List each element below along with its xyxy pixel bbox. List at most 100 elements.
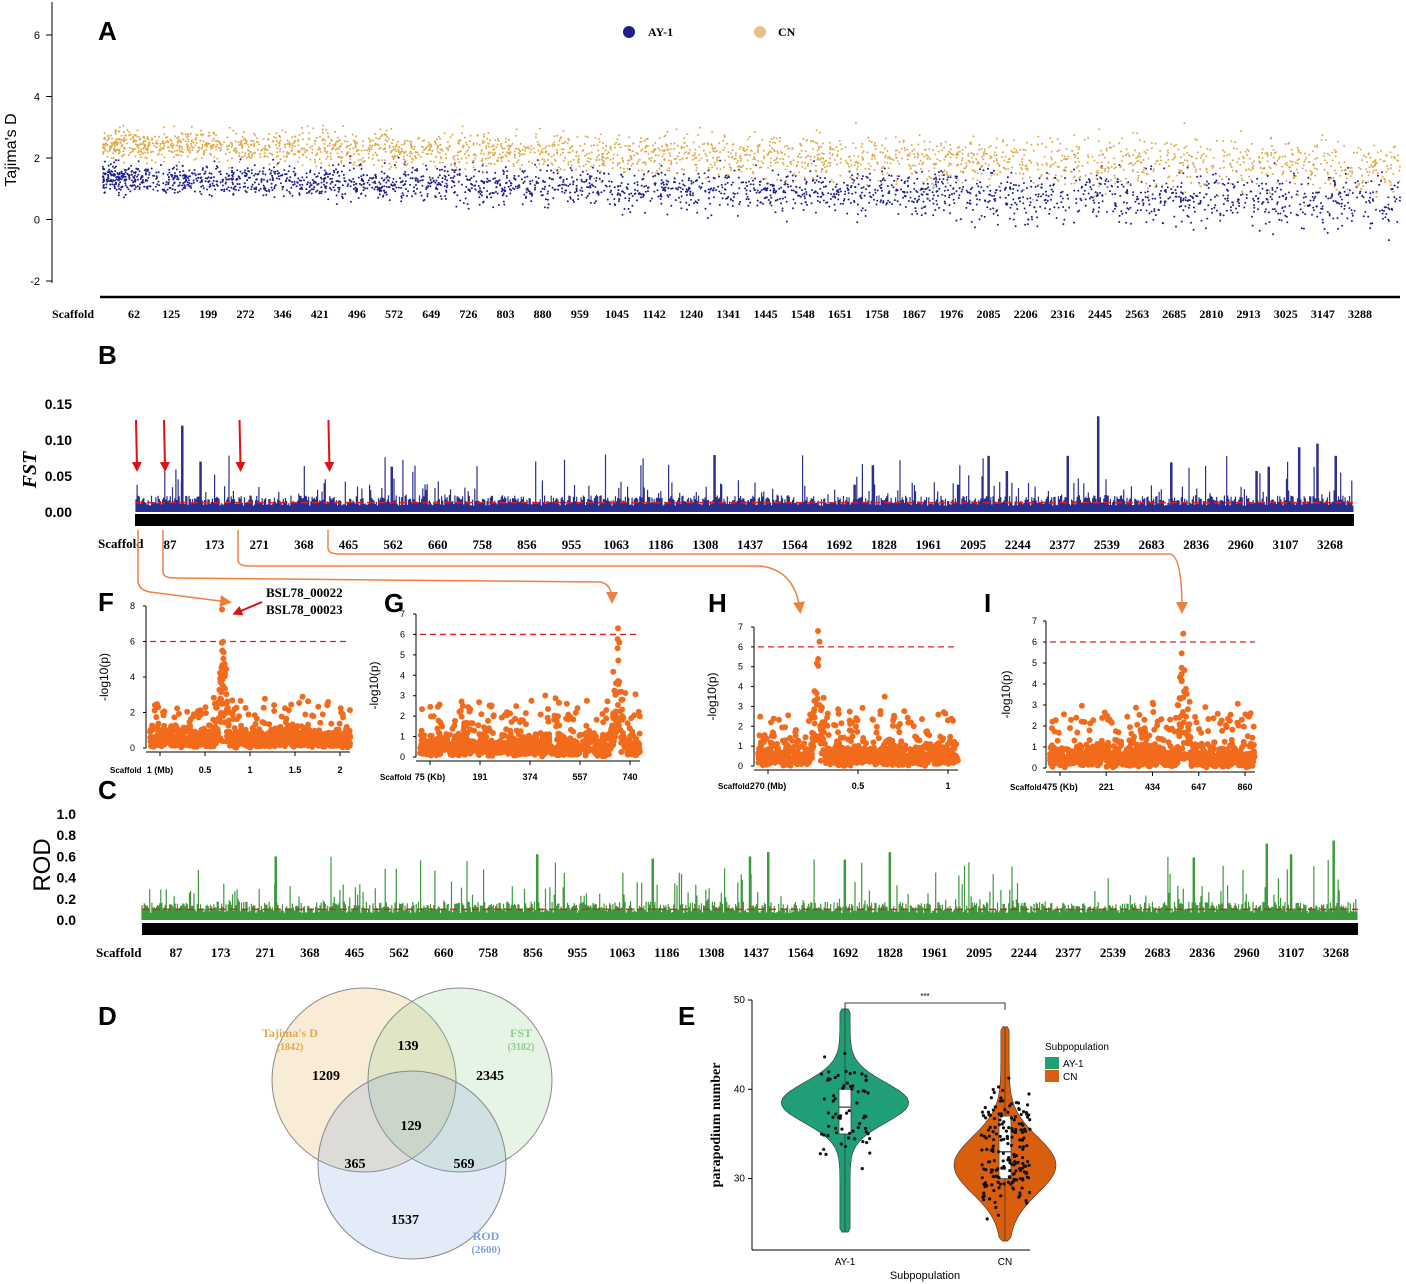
data-point	[666, 130, 669, 133]
data-point	[264, 187, 267, 190]
data-point	[1172, 191, 1175, 194]
data-point	[610, 148, 613, 151]
data-point	[603, 189, 606, 192]
data-point	[1105, 178, 1108, 181]
data-point	[444, 198, 447, 200]
data-point	[1149, 168, 1152, 170]
data-point	[505, 176, 508, 179]
data-point	[906, 154, 909, 157]
data-point	[769, 157, 772, 160]
data-point	[802, 209, 805, 211]
data-point	[746, 145, 749, 148]
data-point	[830, 193, 833, 196]
data-point	[591, 183, 593, 186]
data-point	[545, 145, 548, 148]
data-point	[175, 144, 178, 147]
data-point	[341, 156, 344, 159]
data-point	[596, 156, 599, 159]
data-point	[606, 152, 609, 155]
data-point	[354, 144, 357, 147]
data-point	[624, 144, 627, 147]
data-point	[478, 196, 481, 199]
data-point	[724, 183, 727, 186]
data-point	[879, 201, 882, 203]
data-point	[1274, 190, 1277, 193]
data-point	[102, 152, 105, 155]
data-point	[227, 175, 230, 178]
data-point	[266, 138, 269, 141]
data-point	[781, 161, 784, 164]
data-point	[723, 192, 726, 195]
data-point	[618, 162, 621, 165]
data-point	[804, 156, 807, 159]
data-point	[614, 204, 617, 206]
data-point	[174, 174, 177, 177]
data-point	[904, 149, 906, 152]
data-point	[1173, 215, 1176, 218]
data-point	[778, 140, 781, 143]
data-point	[711, 131, 714, 134]
data-point	[1369, 192, 1372, 195]
data-point	[1155, 183, 1158, 186]
data-point	[982, 189, 985, 192]
data-point	[479, 193, 482, 196]
data-point	[1040, 195, 1042, 198]
data-point	[1006, 161, 1009, 164]
data-point	[1026, 197, 1029, 200]
data-point	[976, 172, 979, 175]
data-point	[432, 160, 435, 163]
data-point	[356, 190, 359, 193]
data-point	[1271, 198, 1273, 201]
data-point	[302, 138, 305, 141]
data-point	[1325, 138, 1327, 141]
data-point	[147, 142, 150, 145]
data-point	[782, 189, 785, 192]
data-point	[372, 181, 375, 184]
data-point	[925, 154, 928, 157]
data-point	[638, 192, 641, 194]
data-point	[1343, 207, 1346, 210]
data-point	[381, 165, 384, 168]
data-point	[128, 131, 131, 134]
data-point	[949, 144, 951, 147]
data-point	[686, 133, 689, 136]
data-point	[885, 202, 888, 205]
data-point	[595, 159, 598, 161]
data-point	[1145, 221, 1148, 224]
data-point	[1320, 162, 1322, 165]
data-point	[1261, 157, 1264, 160]
data-point	[715, 149, 718, 152]
data-point	[244, 152, 247, 155]
data-point	[767, 199, 770, 201]
data-point	[194, 190, 196, 193]
data-point	[462, 202, 465, 205]
data-point	[785, 220, 788, 223]
data-point	[638, 145, 641, 148]
data-point	[799, 195, 802, 198]
data-point	[1382, 217, 1384, 220]
data-point	[485, 165, 488, 168]
data-point	[1199, 156, 1202, 159]
data-point	[216, 166, 219, 169]
data-point	[319, 176, 322, 179]
data-point	[1312, 163, 1315, 166]
data-point	[216, 157, 219, 160]
data-point	[927, 155, 930, 158]
data-point	[111, 137, 114, 140]
data-point	[668, 193, 671, 196]
data-point	[1393, 184, 1396, 187]
data-point	[507, 148, 510, 151]
data-point	[1264, 152, 1267, 155]
data-point	[133, 139, 136, 142]
data-point	[1036, 216, 1038, 219]
data-point	[1306, 183, 1309, 186]
data-point	[262, 184, 265, 187]
data-point	[679, 201, 682, 204]
data-point	[696, 166, 699, 169]
data-point	[224, 176, 227, 179]
data-point	[856, 203, 859, 206]
data-point	[376, 154, 379, 157]
data-point	[983, 199, 986, 202]
data-point	[893, 179, 896, 182]
